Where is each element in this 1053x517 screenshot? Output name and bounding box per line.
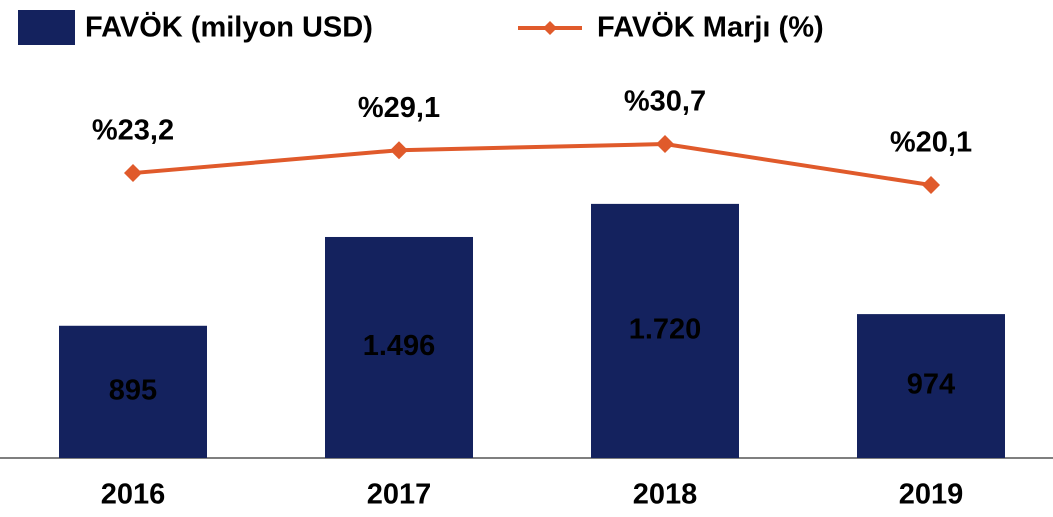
x-tick-label: 2017 (367, 479, 432, 511)
line-marker (656, 135, 674, 154)
bar-value-label: 974 (907, 369, 955, 401)
line-marker (390, 141, 408, 160)
line-marker (124, 164, 142, 183)
line-marker (922, 176, 940, 195)
line-value-label: %30,7 (624, 86, 706, 118)
x-tick-label: 2016 (101, 479, 166, 511)
bar-value-label: 1.720 (629, 314, 702, 346)
x-tick-label: 2018 (633, 479, 698, 511)
line (132, 142, 932, 188)
legend-marker (543, 21, 557, 35)
bar-value-label: 895 (109, 375, 157, 407)
bar (59, 325, 207, 458)
bar-value-label: 1.496 (363, 330, 436, 362)
line-value-label: %29,1 (358, 92, 440, 124)
line-value-label: %23,2 (92, 115, 174, 147)
legend-label: FAVÖK (milyon USD) (85, 11, 373, 44)
bar (325, 236, 473, 458)
x-tick-label: 2019 (899, 479, 964, 511)
bar (591, 203, 739, 458)
legend-label: FAVÖK Marjı (%) (597, 11, 824, 44)
legend-swatch (18, 10, 75, 45)
bar (857, 314, 1005, 458)
line-value-label: %20,1 (890, 127, 972, 159)
